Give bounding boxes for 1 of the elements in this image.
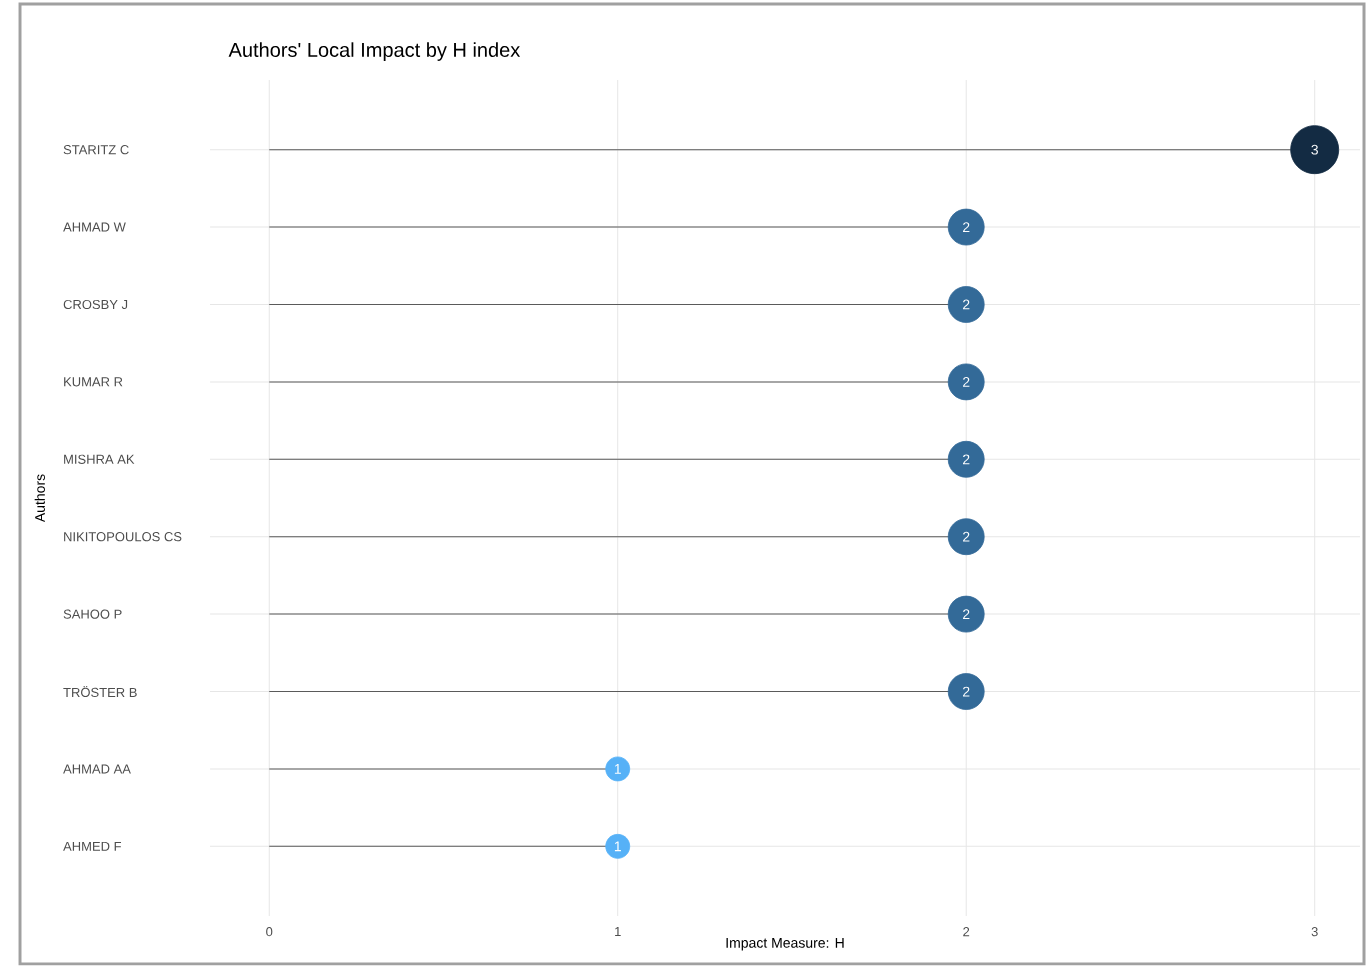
chart-title: Authors' Local Impact by H index: [228, 42, 521, 61]
